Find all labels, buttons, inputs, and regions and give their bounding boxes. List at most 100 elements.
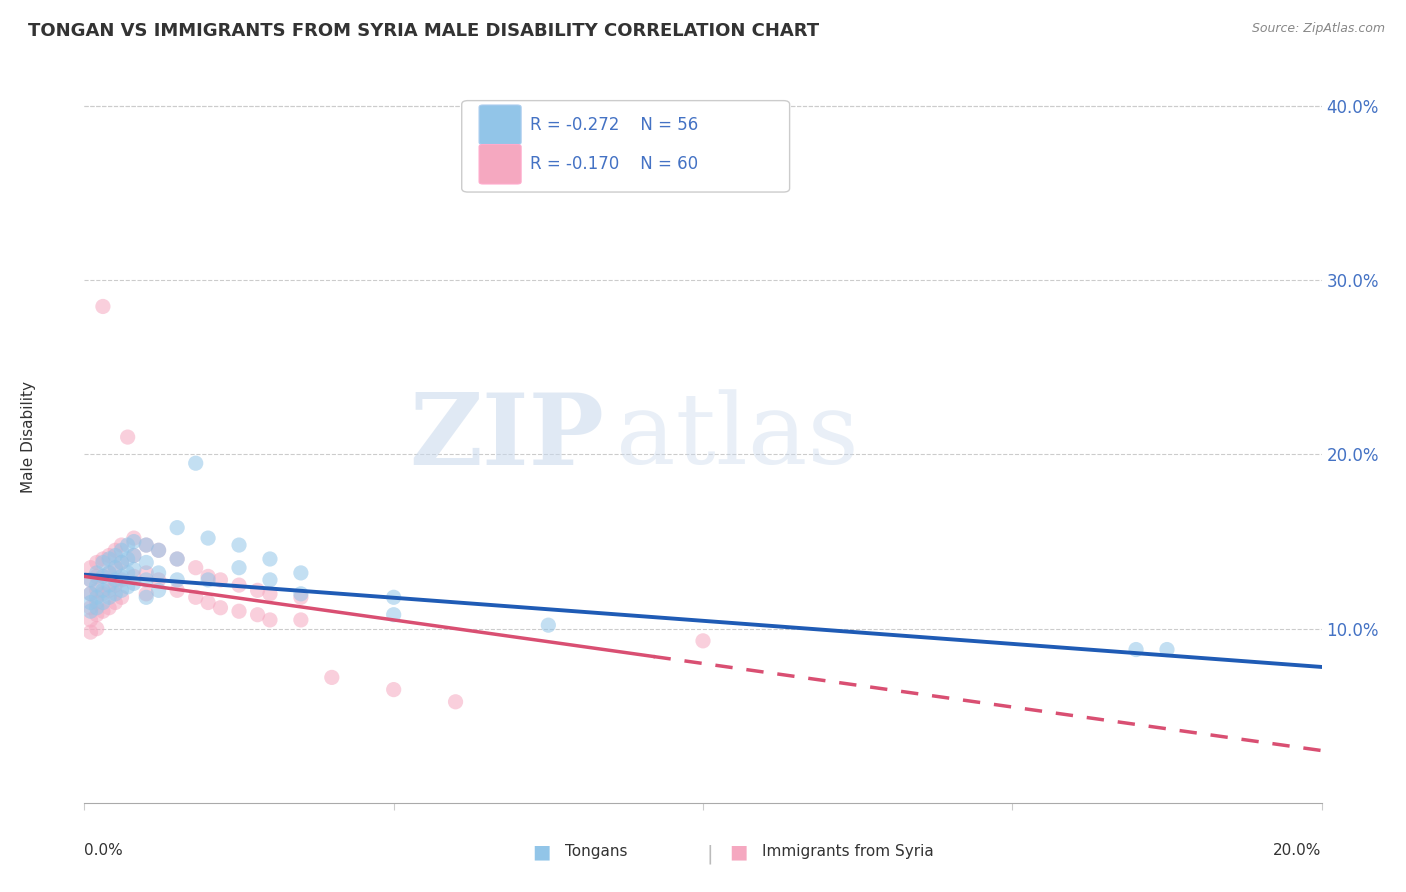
Point xyxy=(228,578,250,592)
Point xyxy=(209,600,232,615)
Point xyxy=(98,591,121,605)
Text: ■: ■ xyxy=(728,842,748,862)
Text: Tongans: Tongans xyxy=(565,845,627,859)
Point xyxy=(98,549,121,563)
Point xyxy=(148,573,170,587)
Text: |: | xyxy=(707,845,713,864)
Point xyxy=(259,613,281,627)
Point xyxy=(122,562,145,576)
Point xyxy=(79,604,101,618)
Point xyxy=(110,591,132,605)
Point xyxy=(321,670,343,684)
Point xyxy=(290,613,312,627)
Point xyxy=(110,543,132,558)
Point xyxy=(122,549,145,563)
FancyBboxPatch shape xyxy=(461,101,790,192)
Point xyxy=(91,569,114,583)
Point xyxy=(110,583,132,598)
Point xyxy=(228,560,250,574)
Point xyxy=(148,583,170,598)
Point xyxy=(209,573,232,587)
Text: 0.0%: 0.0% xyxy=(84,843,124,858)
Point xyxy=(86,566,108,580)
Point xyxy=(148,543,170,558)
Point xyxy=(148,566,170,580)
Point xyxy=(86,595,108,609)
Point xyxy=(246,583,269,598)
Point xyxy=(104,560,127,574)
Point xyxy=(79,587,101,601)
Point xyxy=(382,682,405,697)
Point xyxy=(228,538,250,552)
Point xyxy=(259,573,281,587)
Text: Male Disability: Male Disability xyxy=(21,381,37,493)
Point xyxy=(98,566,121,580)
Point xyxy=(86,569,108,583)
Point xyxy=(110,556,132,570)
Point xyxy=(110,538,132,552)
Text: ■: ■ xyxy=(531,842,551,862)
Point xyxy=(79,573,101,587)
Text: Immigrants from Syria: Immigrants from Syria xyxy=(762,845,934,859)
Point xyxy=(122,534,145,549)
Point xyxy=(91,604,114,618)
Point xyxy=(692,633,714,648)
Point xyxy=(110,569,132,583)
Point xyxy=(184,560,207,574)
Point xyxy=(79,625,101,640)
FancyBboxPatch shape xyxy=(479,145,522,184)
Point xyxy=(79,613,101,627)
Point xyxy=(91,587,114,601)
Point xyxy=(259,587,281,601)
Point xyxy=(86,578,108,592)
Point xyxy=(135,538,157,552)
Point xyxy=(98,583,121,598)
Point xyxy=(1125,642,1147,657)
Point xyxy=(104,549,127,563)
Point xyxy=(86,607,108,622)
Point xyxy=(246,607,269,622)
Point xyxy=(98,566,121,580)
FancyBboxPatch shape xyxy=(479,105,522,145)
Point xyxy=(110,556,132,570)
Point xyxy=(91,552,114,566)
Point xyxy=(117,580,139,594)
Point xyxy=(98,600,121,615)
Point xyxy=(1156,642,1178,657)
Point xyxy=(91,556,114,570)
Point xyxy=(122,569,145,583)
Point xyxy=(79,600,101,615)
Point xyxy=(117,538,139,552)
Point xyxy=(98,578,121,592)
Point xyxy=(86,583,108,598)
Point xyxy=(135,566,157,580)
Point xyxy=(91,300,114,314)
Point xyxy=(166,552,188,566)
Point xyxy=(98,552,121,566)
Point xyxy=(197,531,219,545)
Point xyxy=(104,595,127,609)
Point xyxy=(122,549,145,563)
Point xyxy=(79,587,101,601)
Point xyxy=(104,543,127,558)
Point xyxy=(197,595,219,609)
Point xyxy=(91,595,114,609)
Point xyxy=(135,591,157,605)
Point xyxy=(86,622,108,636)
Point xyxy=(197,573,219,587)
Point xyxy=(444,695,467,709)
Text: atlas: atlas xyxy=(616,389,859,485)
Point xyxy=(117,552,139,566)
Point xyxy=(148,543,170,558)
Point xyxy=(184,456,207,470)
Point xyxy=(228,604,250,618)
Point xyxy=(537,618,560,632)
Point xyxy=(197,569,219,583)
Point xyxy=(117,430,139,444)
Point xyxy=(104,578,127,592)
Point xyxy=(382,607,405,622)
Point xyxy=(91,569,114,583)
Point xyxy=(104,573,127,587)
Point xyxy=(122,531,145,545)
Text: R = -0.272    N = 56: R = -0.272 N = 56 xyxy=(530,116,697,134)
